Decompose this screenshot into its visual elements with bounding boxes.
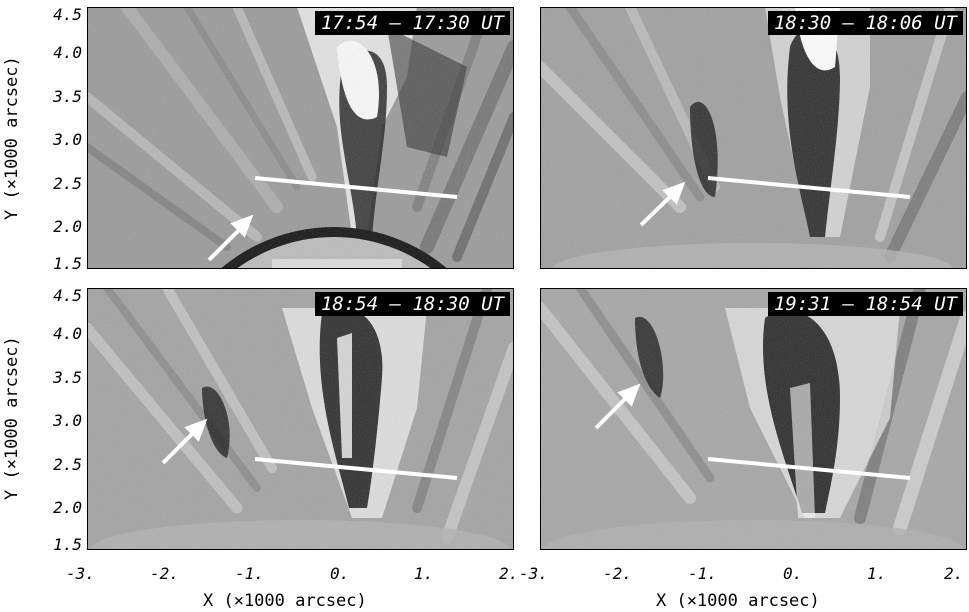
x-tick: 0. bbox=[330, 564, 350, 583]
y-tick: 2.0 bbox=[53, 498, 82, 517]
x-axis-label: X (×1000 arcsec) bbox=[656, 591, 820, 611]
y-tick: 2.5 bbox=[53, 455, 82, 474]
y-tick: 3.5 bbox=[53, 87, 82, 106]
y-tick: 3.0 bbox=[53, 411, 82, 430]
x-tick: -3. bbox=[519, 564, 548, 583]
y-tick: 3.0 bbox=[53, 130, 82, 149]
x-tick: 0. bbox=[783, 564, 803, 583]
timestamp-label: 18:30 – 18:06 UT bbox=[767, 11, 963, 35]
y-tick: 2.5 bbox=[53, 174, 82, 193]
y-tick: 4.5 bbox=[53, 286, 82, 305]
x-tick: -2. bbox=[150, 564, 179, 583]
x-tick: 2. bbox=[499, 564, 519, 583]
difference-image-2 bbox=[540, 7, 967, 269]
difference-image-4 bbox=[540, 288, 967, 550]
y-axis-label: Y (×1000 arcsec) bbox=[2, 56, 22, 220]
y-tick: 1.5 bbox=[53, 535, 82, 554]
panel-bottom-right: 19:31 – 18:54 UT bbox=[540, 288, 967, 550]
arrow-icon bbox=[161, 418, 208, 465]
difference-image-1 bbox=[87, 7, 514, 269]
x-tick: -3. bbox=[66, 564, 95, 583]
y-tick: 4.5 bbox=[53, 5, 82, 24]
x-tick: 1. bbox=[867, 564, 887, 583]
arrow-icon bbox=[639, 181, 686, 227]
arrow-icon bbox=[207, 214, 254, 262]
panel-bottom-left: 18:54 – 18:30 UT bbox=[87, 288, 514, 550]
panel-top-right: 18:30 – 18:06 UT bbox=[540, 7, 967, 269]
x-tick: -2. bbox=[603, 564, 632, 583]
slit-line bbox=[707, 176, 911, 199]
y-tick: 3.5 bbox=[53, 368, 82, 387]
y-tick: 2.0 bbox=[53, 217, 82, 236]
timestamp-label: 19:31 – 18:54 UT bbox=[767, 292, 963, 316]
timestamp-label: 17:54 – 17:30 UT bbox=[314, 11, 510, 35]
x-tick: -1. bbox=[235, 564, 264, 583]
y-axis-label: Y (×1000 arcsec) bbox=[2, 336, 22, 500]
x-tick: 1. bbox=[414, 564, 434, 583]
timestamp-label: 18:54 – 18:30 UT bbox=[314, 292, 510, 316]
arrow-icon bbox=[594, 383, 641, 430]
slit-line bbox=[254, 176, 458, 199]
x-axis-label: X (×1000 arcsec) bbox=[203, 591, 367, 611]
y-tick: 1.5 bbox=[53, 254, 82, 273]
difference-image-3 bbox=[87, 288, 514, 550]
panel-top-left: 17:54 – 17:30 UT bbox=[87, 7, 514, 269]
slit-line bbox=[254, 457, 458, 480]
x-tick: 2. bbox=[944, 564, 964, 583]
x-tick: -1. bbox=[688, 564, 717, 583]
y-tick: 4.0 bbox=[53, 43, 82, 62]
slit-line bbox=[707, 457, 911, 480]
y-tick: 4.0 bbox=[53, 324, 82, 343]
